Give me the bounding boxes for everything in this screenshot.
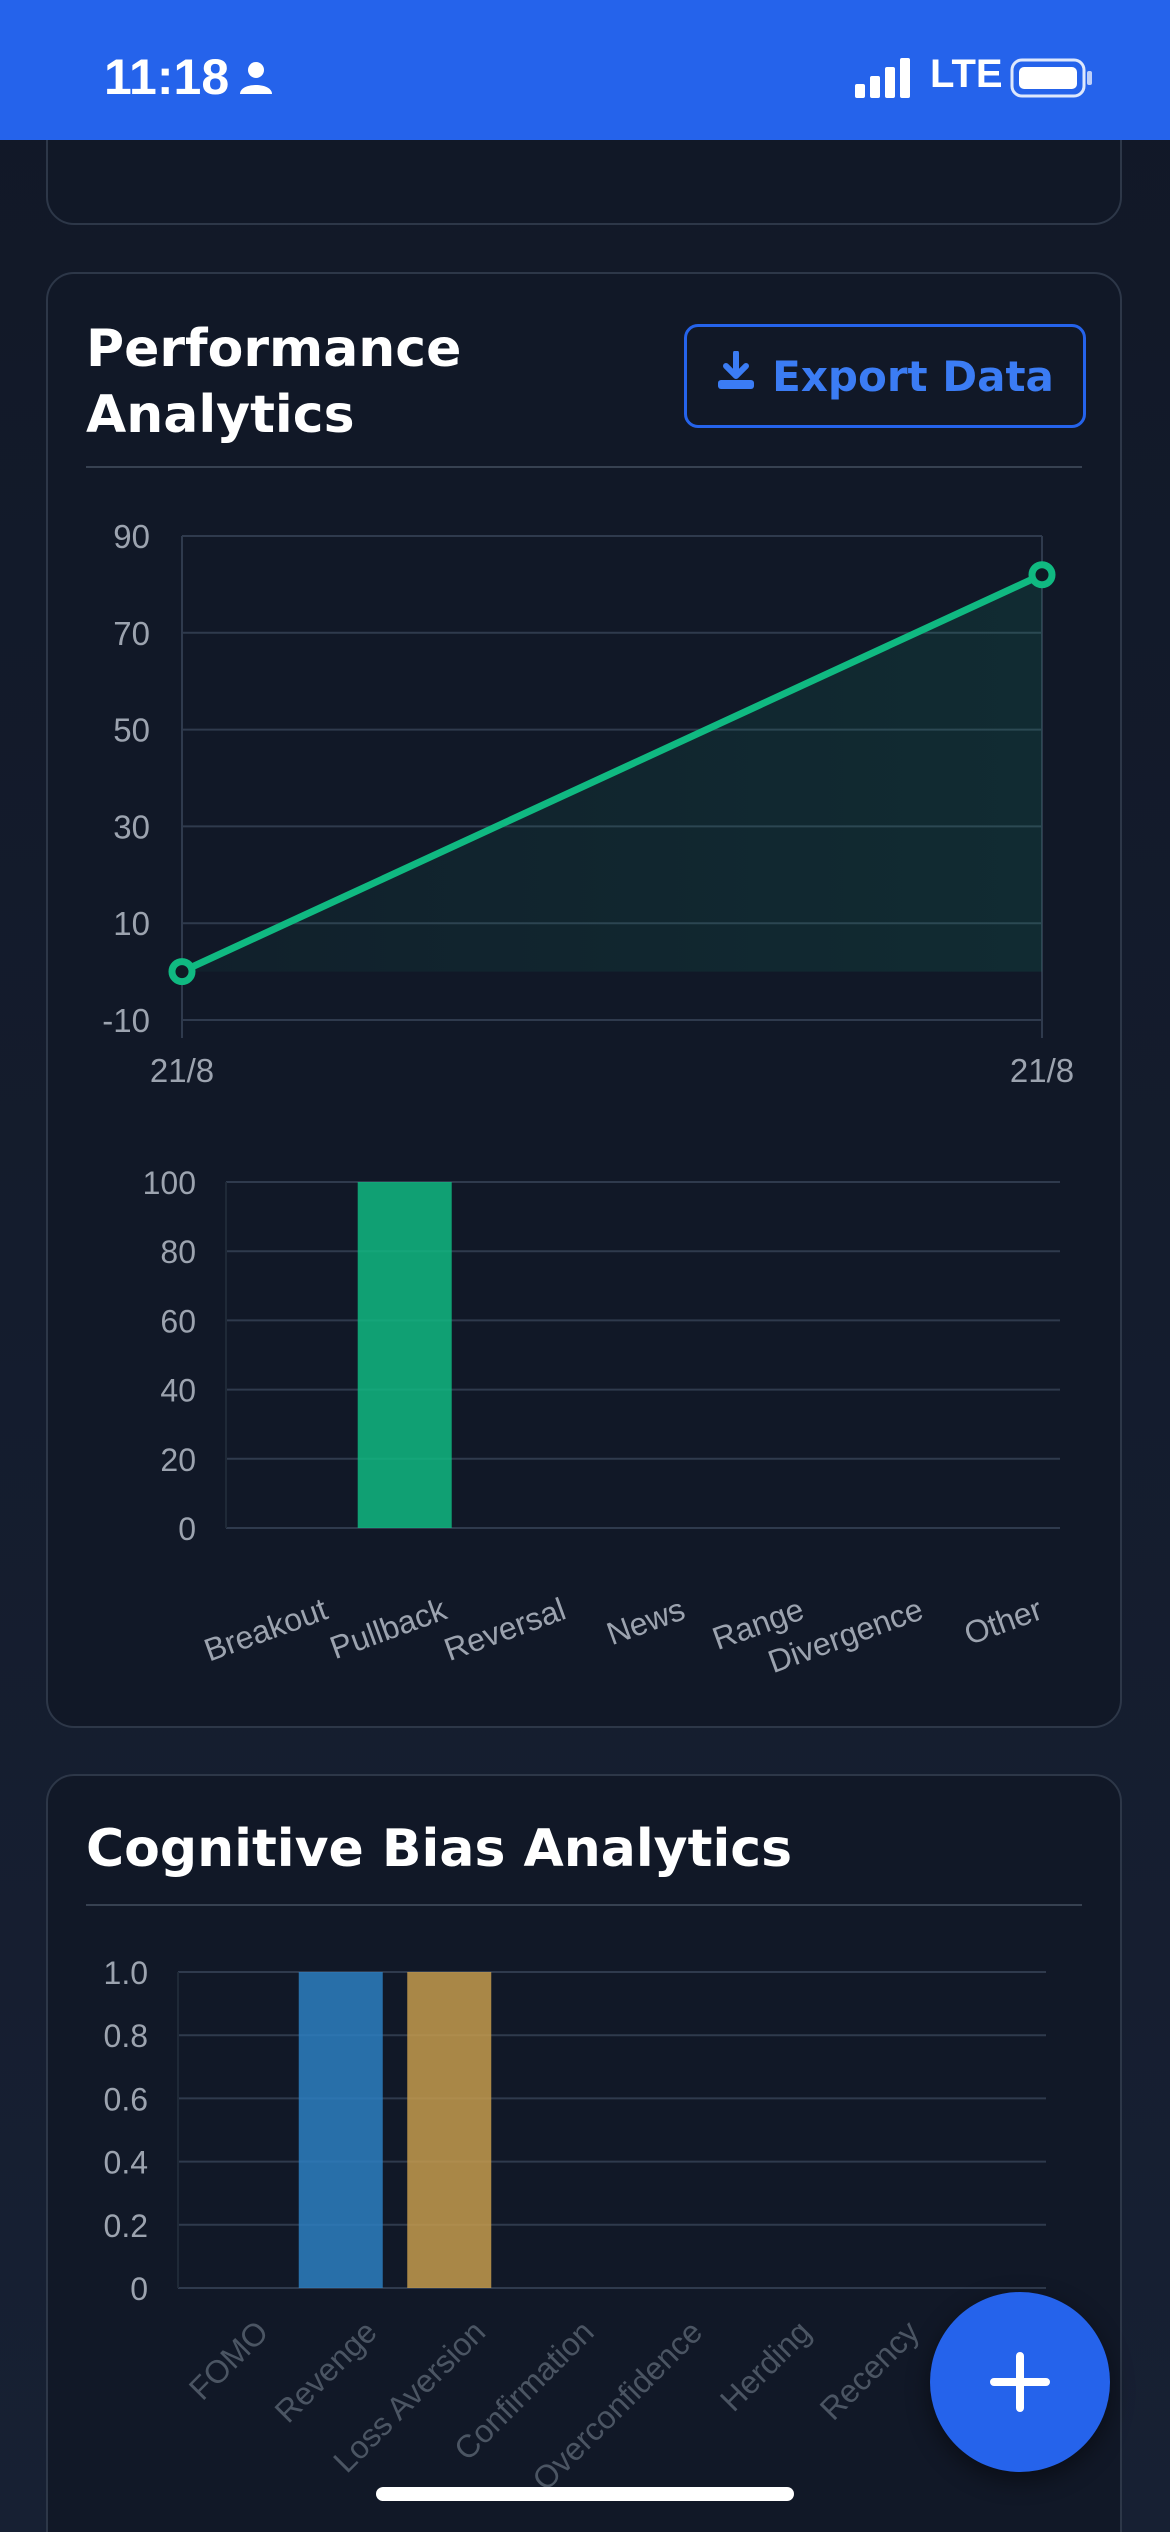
y-tick-label: 0 — [178, 1511, 196, 1547]
y-tick-label: 30 — [113, 808, 150, 845]
y-tick-label: 100 — [143, 1165, 196, 1201]
x-tick-label: Breakout — [199, 1591, 332, 1669]
y-tick-label: 0 — [130, 2271, 148, 2307]
performance-analytics-card: Performance Analytics Export Data -10 10 3… — [46, 272, 1122, 1728]
y-tick-label: 0.6 — [104, 2081, 148, 2117]
x-tick-label: Pullback — [325, 1590, 452, 1666]
performance-title-line-1: Performance — [86, 319, 462, 379]
home-indicator[interactable] — [376, 2487, 794, 2501]
x-tick-label: FOMO — [182, 2313, 275, 2406]
plus-icon — [990, 2352, 1050, 2412]
y-tick-label: 90 — [113, 518, 150, 555]
x-tick-label: News — [602, 1591, 690, 1652]
y-tick-label: 20 — [160, 1442, 196, 1478]
performance-title: Performance Analytics — [86, 316, 461, 448]
status-bar: 11:18 LTE — [0, 0, 1170, 140]
y-tick-label: 1.0 — [104, 1955, 148, 1991]
status-time: 11:18 — [104, 49, 230, 105]
bar — [407, 1972, 492, 2288]
x-tick-label: Herding — [713, 2313, 818, 2418]
download-icon — [716, 350, 756, 401]
x-tick-label: 21/8 — [1010, 1052, 1074, 1089]
add-button[interactable] — [930, 2292, 1110, 2472]
data-point — [1028, 561, 1056, 589]
y-tick-label: -10 — [102, 1002, 150, 1039]
x-tick-label: Reversal — [439, 1591, 570, 1668]
y-tick-label: 0.4 — [104, 2145, 148, 2181]
y-tick-label: 70 — [113, 615, 150, 652]
x-tick-label: Other — [959, 1591, 1047, 1652]
performance-title-line-2: Analytics — [86, 385, 355, 445]
y-tick-label: 40 — [160, 1373, 196, 1409]
series-line — [178, 571, 1046, 976]
y-tick-label: 60 — [160, 1303, 196, 1339]
x-tick-label: Revenge — [268, 2313, 384, 2429]
performance-divider — [86, 466, 1082, 468]
y-tick-label: 10 — [113, 905, 150, 942]
y-tick-label: 0.2 — [104, 2208, 148, 2244]
export-data-button[interactable]: Export Data — [684, 324, 1086, 428]
x-tick-label: Recency — [813, 2313, 926, 2426]
y-tick-label: 0.8 — [104, 2018, 148, 2054]
person-icon — [238, 60, 274, 100]
bias-divider — [86, 1904, 1082, 1906]
network-label: LTE — [930, 52, 1003, 96]
equity-line-chart: -10 10 30 50 70 90 21/8 21/8 — [102, 518, 1074, 1089]
battery-icon — [1010, 58, 1094, 102]
export-data-label: Export Data — [772, 351, 1054, 401]
x-tick-label: 21/8 — [150, 1052, 214, 1089]
bar — [357, 1182, 452, 1528]
signal-icon — [855, 58, 915, 102]
y-tick-label: 50 — [113, 712, 150, 749]
performance-charts: -10 10 30 50 70 90 21/8 21/8 0 20 40 60 80 100 Breako… — [102, 518, 1074, 1680]
data-point — [168, 958, 196, 986]
bar — [298, 1972, 383, 2288]
y-tick-label: 80 — [160, 1234, 196, 1270]
bias-title: Cognitive Bias Analytics — [86, 1819, 793, 1879]
